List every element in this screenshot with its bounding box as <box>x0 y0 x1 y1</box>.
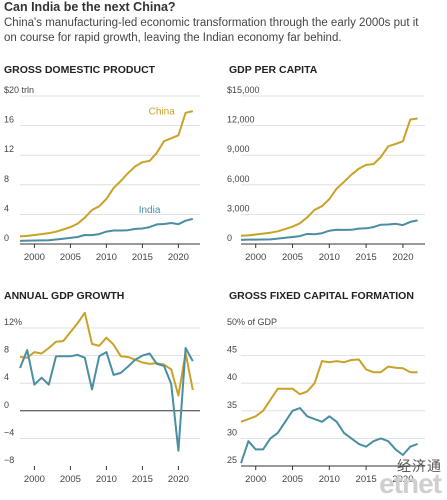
y-tick-label: 25 <box>227 455 237 465</box>
series-line-india <box>19 217 194 242</box>
y-tick-label: 30 <box>227 427 237 437</box>
chart-title: GROSS DOMESTIC PRODUCT <box>4 64 156 76</box>
series-label-china: China <box>149 107 176 118</box>
x-tick-label: 2015 <box>356 252 377 263</box>
series-line-india <box>19 347 194 452</box>
series-label-india: India <box>139 205 161 216</box>
series-line-china <box>19 110 194 238</box>
y-tick-label: 12,000 <box>227 115 255 125</box>
x-tick-label: 2000 <box>24 474 45 485</box>
series-line-china <box>240 117 418 237</box>
page-subtitle: China's manufacturing-led economic trans… <box>4 17 419 44</box>
y-tick-label: 9,000 <box>227 144 250 154</box>
x-tick-label: 2015 <box>356 474 377 485</box>
x-tick-label: 2010 <box>96 252 117 263</box>
x-tick-label: 2005 <box>60 474 81 485</box>
series-line-china <box>240 358 418 423</box>
y-tick-label: 4 <box>4 372 9 382</box>
y-tick-label: 0 <box>4 400 9 410</box>
y-tick-label: 0 <box>4 233 9 243</box>
watermark-chinese: 经济通 <box>397 458 442 474</box>
x-tick-label: 2005 <box>282 252 303 263</box>
x-tick-label: 2000 <box>245 474 266 485</box>
x-tick-label: 2010 <box>96 474 117 485</box>
x-tick-label: 2010 <box>319 474 340 485</box>
x-tick-label: 2005 <box>60 252 81 263</box>
y-tick-label: −4 <box>4 427 14 437</box>
y-tick-label: 16 <box>4 115 14 125</box>
series-line-china <box>19 311 194 397</box>
y-tick-label: 40 <box>227 372 237 382</box>
y-tick-label: 35 <box>227 400 237 410</box>
y-tick-label: 12 <box>4 144 14 154</box>
series-line-india <box>240 407 418 464</box>
x-tick-label: 2015 <box>132 252 153 263</box>
y-tick-label: $20 trln <box>4 85 34 95</box>
y-tick-label: 12% <box>4 317 22 327</box>
y-tick-label: 0 <box>227 233 232 243</box>
x-tick-label: 2015 <box>132 474 153 485</box>
x-tick-label: 2000 <box>24 252 45 263</box>
chart-title: GROSS FIXED CAPITAL FORMATION <box>229 290 414 302</box>
y-tick-label: $15,000 <box>227 85 260 95</box>
y-tick-label: 6,000 <box>227 174 250 184</box>
x-tick-label: 2020 <box>168 252 189 263</box>
y-tick-label: 4 <box>4 203 9 213</box>
x-tick-label: 2020 <box>392 474 413 485</box>
y-tick-label: −8 <box>4 455 14 465</box>
page-title: Can India be the next China? <box>4 0 176 14</box>
chart-title: ANNUAL GDP GROWTH <box>4 290 124 302</box>
x-tick-label: 2010 <box>319 252 340 263</box>
series-line-india <box>240 219 418 241</box>
y-tick-label: 8 <box>4 174 9 184</box>
watermark-logo: etnet <box>379 468 442 499</box>
x-tick-label: 2000 <box>245 252 266 263</box>
y-tick-label: 45 <box>227 345 237 355</box>
y-tick-label: 50% of GDP <box>227 317 277 327</box>
x-tick-label: 2020 <box>392 252 413 263</box>
x-tick-label: 2005 <box>282 474 303 485</box>
x-tick-label: 2020 <box>168 474 189 485</box>
y-tick-label: 8 <box>4 345 9 355</box>
chart-title: GDP PER CAPITA <box>229 64 318 76</box>
y-tick-label: 3,000 <box>227 203 250 213</box>
